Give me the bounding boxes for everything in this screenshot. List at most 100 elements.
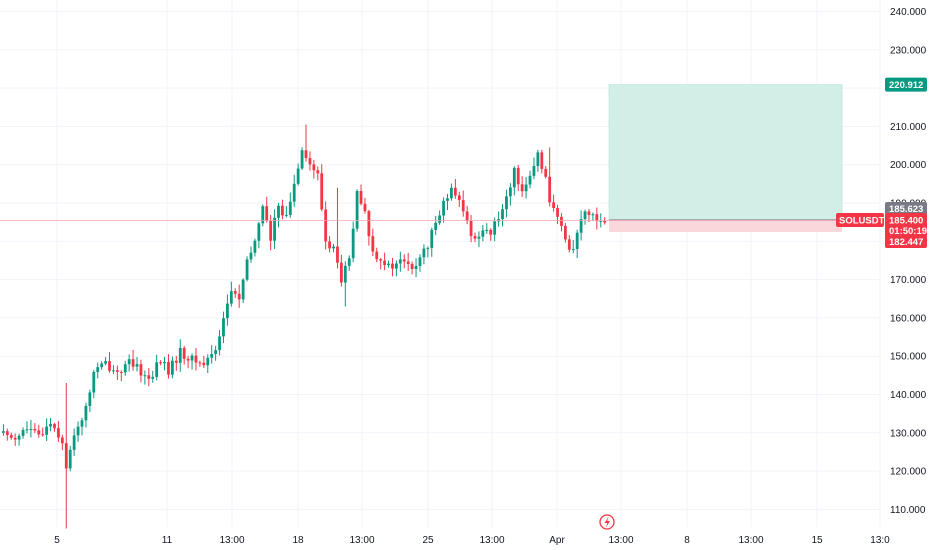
candle-body	[194, 355, 198, 363]
y-tick-label: 130.000	[890, 428, 927, 439]
candle-body	[391, 263, 394, 269]
candle-body	[139, 364, 143, 376]
y-tick-label: 170.000	[890, 275, 927, 286]
candle-body	[371, 236, 375, 252]
candle-body	[363, 203, 367, 212]
candle-body	[351, 228, 355, 259]
candle-body	[135, 364, 139, 367]
x-tick-label: 25	[422, 535, 434, 546]
candle-body	[29, 428, 33, 430]
candle-body	[505, 196, 508, 210]
last-price-tag-bg	[885, 213, 927, 237]
candle-body	[163, 362, 166, 364]
candle-body	[383, 260, 387, 266]
y-tick-label: 210.000	[890, 122, 927, 133]
y-tick-label: 140.000	[890, 390, 927, 401]
x-tick-label: 13:00	[349, 535, 374, 546]
candle-body	[567, 239, 571, 250]
candle-body	[123, 364, 127, 373]
candle-body	[5, 431, 9, 436]
chart-grid	[0, 0, 881, 527]
candle-body	[229, 291, 233, 304]
candle-body	[170, 360, 174, 375]
candle-body	[281, 205, 284, 216]
candle-body	[544, 168, 548, 177]
candle-body	[316, 170, 320, 174]
candle-body	[88, 392, 92, 406]
stop-loss-tag: 182.447	[889, 237, 923, 248]
candle-body	[450, 187, 453, 199]
candle-body	[430, 229, 434, 248]
candle-body	[253, 240, 257, 253]
candle-body	[273, 217, 276, 241]
y-tick-label: 200.000	[890, 160, 927, 171]
candle-body	[241, 279, 245, 300]
candle-body	[9, 435, 13, 438]
x-tick-label: 13:0	[870, 535, 890, 546]
candle-body	[292, 183, 296, 202]
candle-body	[100, 363, 104, 368]
last-price-tag: 185.400	[889, 216, 923, 227]
candle-body	[312, 164, 316, 171]
candle-body	[540, 152, 544, 169]
candle-body	[68, 449, 72, 469]
candle-body	[481, 230, 485, 237]
candle-body	[332, 246, 335, 249]
candle-body	[343, 265, 347, 283]
candle-body	[603, 220, 607, 223]
candle-body	[108, 361, 111, 371]
x-tick-label: 15	[811, 535, 823, 546]
candle-body	[96, 367, 100, 372]
candle-body	[587, 211, 591, 215]
x-axis[interactable]: 5 11 13:00 18 13:00 25 13:00 Apr 13:00 8 13:00 15 13…	[54, 535, 890, 546]
x-tick-label: 13:00	[219, 535, 244, 546]
candle-body	[442, 200, 445, 216]
risk-reward-zones[interactable]	[608, 84, 843, 232]
candle-body	[60, 437, 64, 444]
lightning-bolt-icon[interactable]	[599, 514, 615, 530]
candle-body	[92, 371, 96, 393]
candle-body	[76, 426, 80, 436]
candle-body	[536, 152, 540, 167]
candle-body	[465, 211, 469, 221]
candle-body	[84, 405, 88, 421]
candle-body	[112, 370, 115, 372]
candle-body	[548, 176, 552, 203]
candle-body	[438, 215, 442, 223]
price-tags: 220.912 185.623SOLUSDT.P185.40001:50:1918…	[836, 77, 927, 248]
candle-body	[387, 263, 390, 266]
candle-body	[599, 220, 603, 222]
x-tick-label: 18	[292, 535, 304, 546]
candle-body	[461, 200, 465, 212]
candle-body	[2, 431, 5, 433]
profit-target-tag: 220.912	[889, 80, 923, 91]
candle-body	[508, 187, 512, 197]
candle-body	[13, 437, 17, 440]
candle-body	[80, 420, 84, 427]
candle-body	[119, 371, 123, 373]
candle-body	[206, 357, 210, 366]
candle-body	[237, 293, 241, 300]
candlestick-series	[2, 124, 607, 529]
candle-body	[359, 191, 363, 204]
candle-body	[33, 428, 37, 431]
loss-zone[interactable]	[609, 219, 842, 232]
candle-body	[422, 248, 426, 258]
countdown-tag: 01:50:19	[889, 226, 927, 237]
candle-body	[560, 216, 563, 226]
candle-body	[37, 430, 41, 435]
candle-body	[155, 362, 159, 377]
candle-body	[17, 435, 21, 440]
candle-body	[214, 350, 218, 354]
y-tick-label: 160.000	[890, 313, 927, 324]
realtime-icon-group[interactable]	[599, 514, 615, 530]
candle-body	[336, 246, 339, 263]
candle-body	[347, 258, 351, 266]
symbol-tag-bg	[836, 213, 884, 227]
candle-body	[147, 375, 151, 379]
profit-zone[interactable]	[608, 84, 843, 221]
candle-body	[469, 220, 473, 236]
candle-body	[57, 428, 60, 438]
entry-tag: 185.623	[889, 204, 923, 215]
